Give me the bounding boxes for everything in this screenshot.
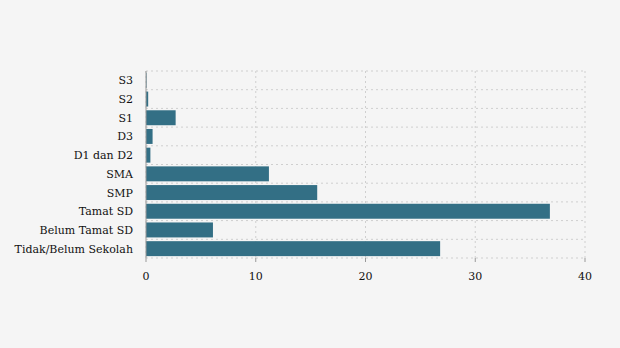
row-grid-line xyxy=(146,220,585,221)
x-tick-label: 30 xyxy=(468,270,482,283)
category-label: Tamat SD xyxy=(79,205,133,218)
bar xyxy=(146,204,550,219)
x-tick-label: 10 xyxy=(249,270,263,283)
row-grid-line xyxy=(146,239,585,240)
x-tick-label: 40 xyxy=(578,270,592,283)
category-label: S3 xyxy=(118,74,133,87)
bar xyxy=(146,129,153,144)
bars xyxy=(146,73,550,256)
bar xyxy=(146,166,269,181)
chart-svg: S3 S2 S1 D3 D1 dan D2 SMA SMP Tamat SD Belum Tam… xyxy=(0,0,620,348)
tick-mark xyxy=(585,258,586,262)
tick-mark xyxy=(475,258,476,262)
grid-line xyxy=(365,71,366,258)
bar xyxy=(146,185,317,200)
grid-line xyxy=(146,71,147,258)
grid-line xyxy=(255,71,256,258)
x-tick-label: 0 xyxy=(143,270,150,283)
grid-line xyxy=(475,71,476,258)
row-grid-line xyxy=(146,108,585,109)
bar xyxy=(146,241,440,256)
grid-line xyxy=(585,71,586,258)
category-label: D1 dan D2 xyxy=(74,149,133,162)
tick-mark xyxy=(146,258,147,262)
category-label: D3 xyxy=(117,130,133,143)
row-grid-line xyxy=(146,164,585,165)
category-label: S1 xyxy=(118,112,133,125)
category-label: SMA xyxy=(106,168,134,181)
x-tick-label: 20 xyxy=(359,270,373,283)
chart-container: S3 S2 S1 D3 D1 dan D2 SMA SMP Tamat SD Belum Tam… xyxy=(0,0,620,348)
tick-mark xyxy=(255,258,256,262)
category-label: SMP xyxy=(107,187,134,200)
category-label: Belum Tamat SD xyxy=(40,224,134,237)
category-label: S2 xyxy=(118,93,133,106)
category-label: Tidak/Belum Sekolah xyxy=(15,243,133,256)
bar xyxy=(146,110,176,125)
row-grid-line xyxy=(146,89,585,90)
y-axis-line xyxy=(146,71,147,258)
bar xyxy=(146,222,213,237)
bar xyxy=(146,148,150,163)
tick-mark xyxy=(365,258,366,262)
